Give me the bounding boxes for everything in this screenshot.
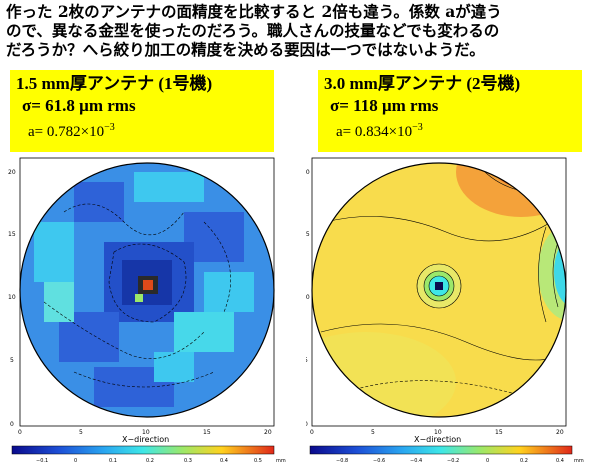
left-a-value: a= 0.782×10 — [28, 124, 105, 140]
intro-line-1: 作った 2枚のアンテナの面精度を比較すると 2倍も違う。係数 aが違う — [6, 2, 502, 21]
right-contour-panel: 0 5 10 15 20 0 5 10 15 20 X−direction −0… — [302, 152, 596, 464]
left-cbar-tick: 0.3 — [184, 458, 192, 464]
left-sigma: σ= 61.8 μm rms — [22, 95, 268, 117]
sigma-symbol: σ — [22, 96, 32, 115]
left-contour-panel: 0 5 10 15 20 0 5 10 15 20 X−direction −0… — [4, 152, 294, 464]
right-xtick: 10 — [434, 429, 442, 436]
left-cbar-tick: 0.2 — [146, 458, 154, 464]
right-cbar-unit: mm — [574, 458, 584, 464]
left-coefficient: a= 0.782×10−3 — [28, 117, 268, 143]
right-title: 3.0 mm厚アンテナ (2号機) — [324, 74, 521, 93]
left-cbar-tick: 0.4 — [220, 458, 228, 464]
right-ytick: 5 — [306, 357, 308, 364]
right-xtick: 0 — [310, 429, 314, 436]
right-ytick: 15 — [306, 231, 310, 238]
right-cbar-tick: 0 — [486, 458, 489, 464]
left-cbar-tick: −0.1 — [36, 458, 48, 464]
left-cbar-tick: 0 — [74, 458, 77, 464]
intro-paragraph: 作った 2枚のアンテナの面精度を比較すると 2倍も違う。係数 aが違う ので、異… — [6, 2, 608, 59]
left-x-axis-label: X−direction — [122, 435, 169, 444]
left-cbar-tick: 0.5 — [254, 458, 262, 464]
left-ytick: 5 — [10, 357, 14, 364]
right-xtick: 20 — [556, 429, 564, 436]
sigma-symbol: σ — [330, 96, 340, 115]
left-caption-box: 1.5 mm厚アンテナ (1号機) σ= 61.8 μm rms a= 0.78… — [10, 70, 274, 152]
left-cbar-unit: mm — [276, 458, 286, 464]
left-ytick: 20 — [8, 169, 16, 176]
right-cbar-tick: 0.4 — [556, 458, 564, 464]
left-xtick: 10 — [142, 429, 150, 436]
right-a-exponent: −3 — [412, 122, 423, 133]
intro-line-3: だろうか？へら絞り加工の精度を決める要因は一つではないようだ。 — [6, 40, 485, 59]
left-a-exponent: −3 — [104, 122, 115, 133]
left-ytick: 0 — [10, 421, 14, 428]
right-cbar-tick: −0.4 — [410, 458, 422, 464]
left-title: 1.5 mm厚アンテナ (1号機) — [16, 74, 213, 93]
left-xtick: 20 — [264, 429, 272, 436]
right-caption-box: 3.0 mm厚アンテナ (2号機) σ= 118 μm rms a= 0.834… — [318, 70, 582, 152]
left-contour-map: 0 5 10 15 20 0 5 10 15 20 X−direction −0… — [8, 157, 286, 464]
left-ytick: 10 — [8, 294, 16, 301]
right-cbar-tick: −0.2 — [447, 458, 459, 464]
left-xtick: 0 — [18, 429, 22, 436]
left-cbar-tick: 0.1 — [109, 458, 117, 464]
left-xtick: 5 — [79, 429, 83, 436]
intro-line-2: ので、異なる金型を使ったのだろう。職人さんの技量などでも変わるの — [6, 21, 500, 40]
right-x-axis-label: X−direction — [414, 435, 461, 444]
left-ytick: 15 — [8, 231, 16, 238]
right-cbar-tick: 0.2 — [520, 458, 528, 464]
right-colorbar — [309, 445, 573, 455]
right-xtick: 5 — [371, 429, 375, 436]
right-ytick: 10 — [306, 294, 310, 301]
right-sigma-value: = 118 μm rms — [339, 96, 439, 115]
right-contour-map: 0 5 10 15 20 0 5 10 15 20 X−direction −0… — [302, 157, 584, 464]
left-surface — [20, 163, 274, 417]
right-ytick: 0 — [306, 421, 308, 428]
right-a-value: a= 0.834×10 — [336, 124, 413, 140]
right-coefficient: a= 0.834×10−3 — [336, 117, 576, 143]
right-ytick: 20 — [306, 169, 310, 176]
left-colorbar — [11, 445, 275, 455]
left-sigma-value: = 61.8 μm rms — [31, 96, 136, 115]
left-xtick: 15 — [203, 429, 211, 436]
right-xtick: 15 — [495, 429, 503, 436]
right-cbar-tick: −0.8 — [336, 458, 348, 464]
right-cbar-tick: −0.6 — [373, 458, 385, 464]
right-sigma: σ= 118 μm rms — [330, 95, 576, 117]
